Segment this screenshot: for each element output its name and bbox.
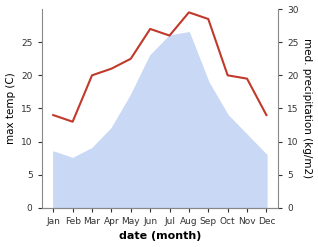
Y-axis label: max temp (C): max temp (C) <box>5 73 16 144</box>
Y-axis label: med. precipitation (kg/m2): med. precipitation (kg/m2) <box>302 38 313 179</box>
X-axis label: date (month): date (month) <box>119 231 201 242</box>
